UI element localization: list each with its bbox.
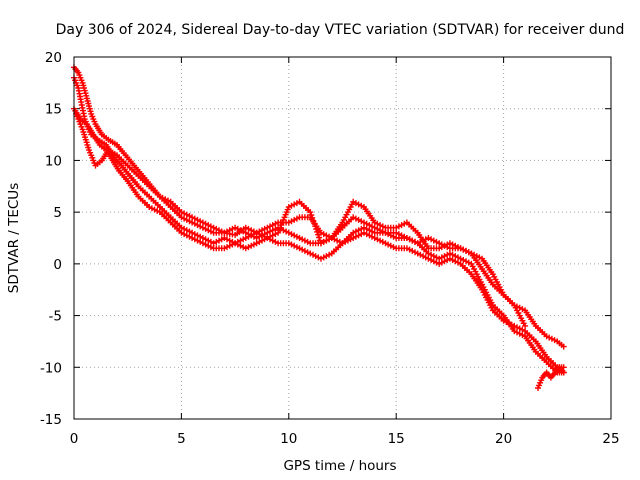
x-axis-label: GPS time / hours xyxy=(283,458,396,474)
data-point xyxy=(207,244,214,251)
y-tick-label: -15 xyxy=(40,412,62,428)
data-point xyxy=(178,224,185,231)
x-tick-label: 15 xyxy=(388,431,405,447)
y-axis-label: SDTVAR / TECUs xyxy=(6,183,22,293)
data-point xyxy=(560,369,567,376)
x-tick-label: 10 xyxy=(280,431,297,447)
x-tick-label: 20 xyxy=(495,431,512,447)
data-point xyxy=(229,225,236,232)
axis-ticks xyxy=(73,56,612,420)
series-track xyxy=(71,74,567,376)
data-point xyxy=(178,209,185,216)
data-point xyxy=(316,234,323,241)
y-tick-label: 20 xyxy=(45,50,62,66)
x-tick-label: 25 xyxy=(602,431,619,447)
data-point xyxy=(560,343,567,350)
x-tick-label: 5 xyxy=(177,431,186,447)
plot-frame xyxy=(73,56,612,420)
y-tick-label: 0 xyxy=(53,257,62,273)
y-tick-label: 15 xyxy=(45,102,62,118)
tick-labels: 0 5 10 15 20 25 -15 -10 -5 0 5 10 15 20 xyxy=(40,50,620,447)
series-line xyxy=(73,76,565,374)
data-point xyxy=(199,224,206,231)
series-track xyxy=(73,110,529,329)
chart-title: Day 306 of 2024, Sidereal Day-to-day VTE… xyxy=(56,22,625,38)
y-tick-label: -5 xyxy=(49,309,62,325)
data-point xyxy=(307,209,314,216)
y-tick-label: 10 xyxy=(45,153,62,169)
series-track xyxy=(535,364,567,391)
grid xyxy=(74,57,611,419)
x-tick-label: 0 xyxy=(70,431,79,447)
y-tick-label: -10 xyxy=(40,360,62,376)
data-series xyxy=(71,64,567,391)
series-line xyxy=(75,113,526,327)
y-tick-label: 5 xyxy=(53,205,62,221)
data-point xyxy=(522,322,529,329)
